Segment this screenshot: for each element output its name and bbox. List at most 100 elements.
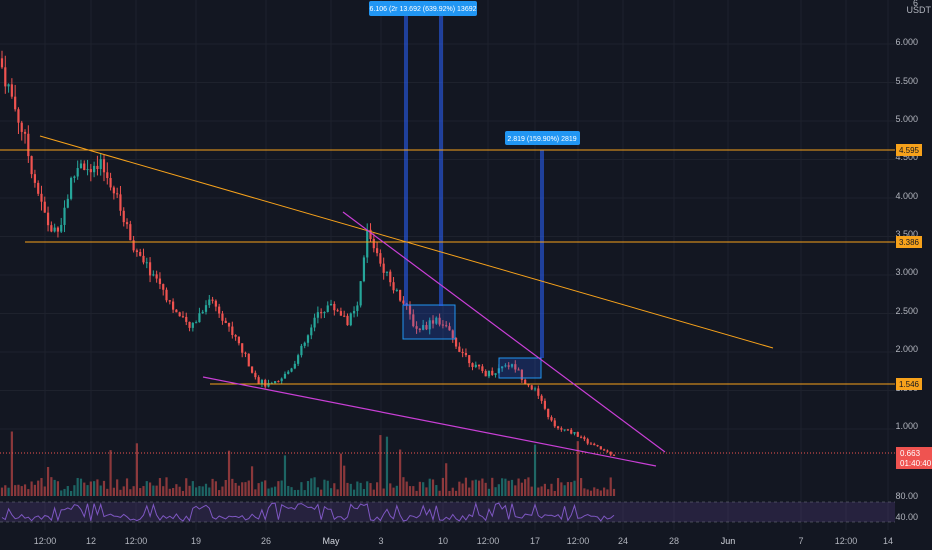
volume-bar (336, 489, 339, 496)
time-tick-13: Jun (721, 536, 736, 546)
volume-bar (510, 479, 514, 496)
measure-bar-1[interactable] (404, 14, 408, 306)
candle-body (231, 326, 234, 336)
candle-body (171, 301, 175, 310)
measure-label-small-text: 2.819 (159.90%) 2819 (507, 136, 576, 143)
candle-body (458, 346, 461, 352)
volume-bar (359, 482, 362, 496)
volume-bar (63, 488, 66, 496)
candle-body (346, 315, 349, 326)
volume-bar (445, 463, 448, 496)
candle-body (510, 364, 514, 367)
volume-bar (405, 481, 408, 496)
time-tick-11: 24 (618, 536, 628, 546)
measure-tool-boxes[interactable] (402, 14, 544, 379)
rsi-pane[interactable] (0, 501, 895, 523)
candle-body (168, 300, 171, 302)
volume-bar (218, 490, 221, 496)
candle-body (56, 227, 60, 232)
price-axis[interactable]: USDT 6 6.000 5.500 5.000 4.500 4.000 3.5… (895, 0, 932, 550)
candle-body (158, 278, 162, 285)
candle-body (20, 122, 23, 132)
candle-body (83, 163, 86, 170)
candle-body (0, 58, 4, 68)
time-tick-15: 12:00 (835, 536, 858, 546)
candle-body (445, 325, 448, 327)
support-badge[interactable] (896, 378, 922, 390)
volume-bar (576, 441, 579, 496)
current-price-value: 0.663 (900, 449, 921, 458)
volume-bar (313, 477, 316, 496)
measure-bar-2[interactable] (439, 14, 443, 306)
candle-body (537, 388, 540, 396)
candle-body (148, 262, 152, 276)
volume-bar (86, 485, 89, 496)
volume-bar (171, 487, 175, 496)
volume-bar (79, 478, 83, 496)
time-axis[interactable]: 12:00 12 12:00 19 26 May 3 10 12:00 17 1… (0, 532, 932, 550)
wedge-upper-line[interactable] (342, 211, 666, 453)
upper-resistance-value: 4.595 (899, 146, 920, 155)
volume-bar (352, 489, 356, 496)
consolidation-box-2[interactable] (498, 357, 542, 379)
candle-body (379, 253, 382, 264)
mid-resistance-value: 3.386 (899, 238, 920, 247)
candle-body (530, 385, 533, 390)
wedge-lower-line[interactable] (202, 376, 657, 467)
volume-bar (593, 487, 596, 496)
rsi-tick-80: 80.00 (895, 491, 918, 501)
horizontal-levels[interactable] (0, 149, 895, 454)
upper-resistance-badge[interactable] (896, 144, 922, 156)
volume-bar (425, 487, 428, 496)
volume-bar (69, 490, 73, 496)
candle-body (33, 174, 37, 183)
candle-body (237, 336, 241, 344)
time-tick-0: 12:00 (34, 536, 57, 546)
candle-body (185, 316, 188, 322)
volume-bar (586, 489, 589, 496)
mid-resistance-badge[interactable] (896, 236, 922, 248)
volume-bar (168, 488, 171, 496)
candle-body (389, 271, 392, 283)
candle-body (352, 310, 356, 314)
volume-bar (125, 478, 129, 496)
volume-bar (573, 480, 576, 496)
candle-body (435, 317, 438, 324)
candle-body (576, 432, 579, 437)
price-tick-2: 5.500 (895, 76, 918, 86)
volume-bar (50, 477, 53, 496)
candle-body (63, 207, 66, 225)
measure-label-small[interactable]: 2.819 (159.90%) 2819 (505, 131, 580, 145)
volume-bar (257, 483, 260, 496)
volume-bar (20, 486, 23, 496)
candle-body (188, 321, 191, 328)
trend-lines[interactable] (39, 135, 774, 467)
volume-bar (83, 482, 86, 496)
current-price-badge[interactable] (896, 447, 932, 469)
volume-bar (139, 488, 142, 496)
measure-bar-3[interactable] (540, 150, 544, 358)
measure-label-big[interactable]: 6.106 (2r 13.692 (639.92%) 13692 (369, 1, 477, 16)
candle-body (106, 172, 109, 179)
candle-body (543, 400, 547, 409)
candle-body (547, 408, 550, 418)
candle-body (395, 289, 398, 291)
volume-bar (372, 489, 375, 496)
volume-bar (227, 450, 231, 496)
candle-body (487, 370, 491, 377)
candle-body (116, 193, 119, 195)
candle-body (204, 305, 208, 312)
volume-bar (399, 449, 402, 496)
candle-body (280, 378, 283, 382)
candle-body (349, 313, 352, 326)
candle-body (570, 429, 573, 434)
consolidation-box-1[interactable] (402, 304, 456, 340)
candle-body (303, 342, 306, 346)
candle-body (290, 368, 293, 372)
volume-bar (547, 489, 550, 496)
descending-trendline[interactable] (39, 135, 774, 349)
volume-bar (435, 485, 438, 496)
price-tick-4: 4.500 (895, 152, 918, 162)
